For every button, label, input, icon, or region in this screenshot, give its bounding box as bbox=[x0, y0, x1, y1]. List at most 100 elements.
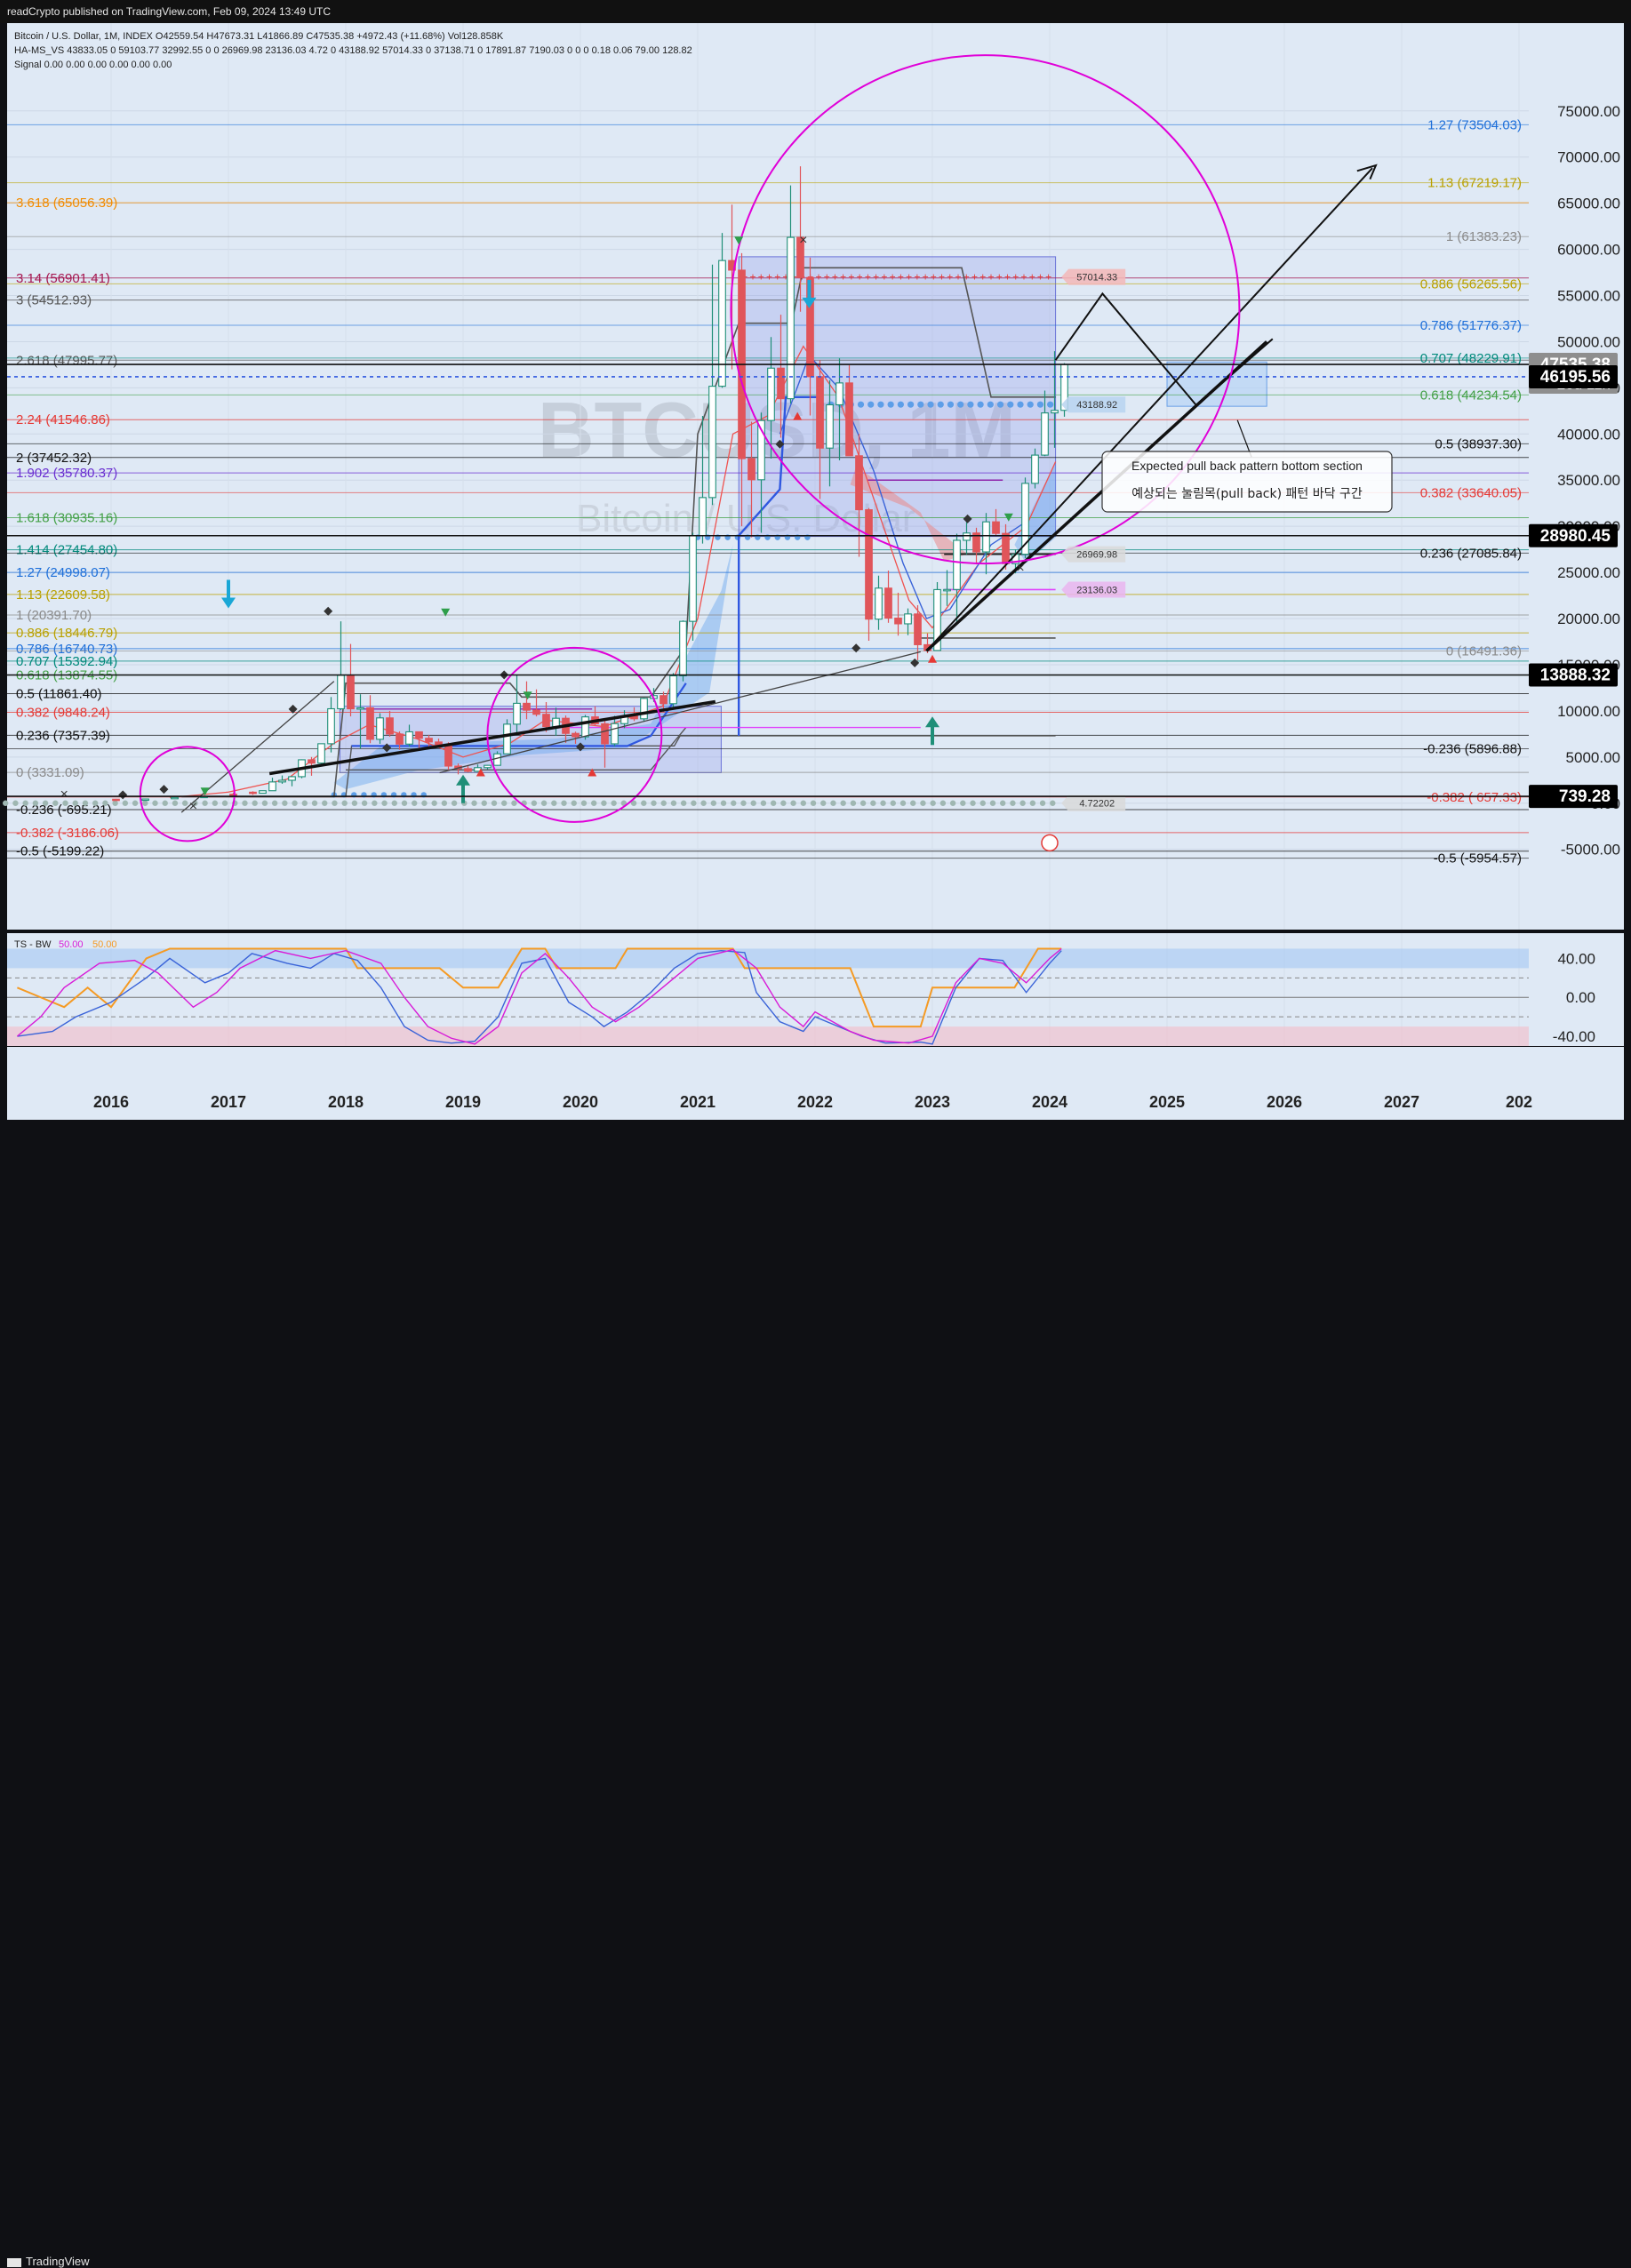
support-dot bbox=[830, 800, 836, 806]
resistance-cross: + bbox=[898, 271, 904, 284]
candle-body bbox=[249, 791, 257, 795]
candle-body bbox=[444, 744, 452, 767]
candle-body bbox=[933, 588, 941, 651]
triangle-marker bbox=[200, 787, 210, 796]
diamond-marker bbox=[159, 785, 169, 795]
resistance-cross: + bbox=[955, 271, 962, 284]
candle-body bbox=[572, 732, 580, 738]
support-dot bbox=[540, 800, 548, 806]
candle-body bbox=[1041, 412, 1049, 456]
support-dot bbox=[372, 800, 378, 806]
candle bbox=[1051, 351, 1059, 448]
candle-body bbox=[953, 539, 961, 590]
support-dot bbox=[800, 800, 806, 806]
highlight-circle bbox=[730, 54, 1241, 565]
candle-body bbox=[845, 382, 853, 457]
oscillator-axis bbox=[1529, 933, 1624, 1046]
fib-label-left: 3.618 (65056.39) bbox=[16, 196, 117, 211]
support-dot bbox=[887, 401, 894, 408]
support-dot bbox=[810, 800, 817, 806]
legend-row: Bitcoin / U.S. Dollar, 1M, INDEX O42559.… bbox=[14, 31, 504, 42]
candle-body bbox=[943, 588, 951, 592]
fib-label-left: -0.5 (-5199.22) bbox=[16, 844, 104, 859]
candle bbox=[796, 166, 804, 312]
candle bbox=[376, 713, 384, 744]
candle-body bbox=[972, 532, 980, 553]
support-dot bbox=[22, 800, 28, 806]
event-icon bbox=[1041, 834, 1059, 852]
support-dot bbox=[381, 800, 388, 806]
candle-body bbox=[513, 702, 521, 725]
y-tick-label: 50000.00 bbox=[1557, 333, 1620, 350]
x-tick-label: 2026 bbox=[1267, 1093, 1302, 1111]
candle-body bbox=[493, 753, 501, 766]
y-tick-label: 20000.00 bbox=[1557, 611, 1620, 627]
support-dot bbox=[857, 401, 865, 408]
candle bbox=[845, 365, 853, 457]
osc-y-tick-label: -40.00 bbox=[1553, 1028, 1595, 1045]
candle bbox=[513, 675, 521, 735]
x-tick-label: 2018 bbox=[328, 1093, 364, 1111]
fib-label-left: 1.27 (24998.07) bbox=[16, 565, 110, 580]
diamond-marker bbox=[118, 790, 128, 800]
signal-arrow-up bbox=[456, 774, 470, 786]
fib-label-left: -0.382 (-3186.06) bbox=[16, 826, 119, 841]
candle-body bbox=[405, 731, 413, 745]
long-trendline bbox=[268, 699, 716, 776]
resistance-cross: + bbox=[1045, 271, 1051, 284]
candle bbox=[249, 791, 257, 795]
candle-body bbox=[884, 587, 892, 619]
fib-label-left: 0 (3331.09) bbox=[16, 765, 84, 780]
diamond-marker bbox=[576, 742, 585, 752]
support-dot bbox=[1000, 800, 1006, 806]
support-dot bbox=[1036, 401, 1044, 408]
tradingview-logo: TradingView bbox=[7, 2255, 90, 2268]
candle bbox=[259, 790, 267, 795]
resistance-cross: + bbox=[890, 271, 896, 284]
support-dot bbox=[132, 800, 139, 806]
support-dot bbox=[181, 800, 188, 806]
candle bbox=[777, 315, 785, 438]
resistance-cross: + bbox=[947, 271, 953, 284]
candle-body bbox=[415, 731, 423, 739]
candle-body bbox=[542, 714, 550, 728]
value-tag: 57014.33 bbox=[1061, 268, 1126, 285]
support-dot bbox=[601, 800, 607, 806]
value-tag: 26969.98 bbox=[1061, 546, 1126, 563]
annotation-frame bbox=[1101, 451, 1393, 513]
candle-body bbox=[532, 709, 540, 715]
candle-body bbox=[347, 675, 355, 710]
candle-body bbox=[1021, 483, 1029, 555]
support-dot bbox=[112, 800, 118, 806]
legend-row: HA-MS_VS 43833.05 0 59103.77 32992.55 0 … bbox=[14, 45, 692, 56]
candle-body bbox=[308, 759, 316, 764]
value-tag-bg bbox=[1061, 268, 1126, 285]
pullback-zone-box bbox=[1166, 361, 1267, 407]
trend-step-line bbox=[346, 727, 687, 771]
candle bbox=[542, 702, 550, 732]
candle bbox=[484, 764, 492, 770]
support-dot bbox=[511, 800, 517, 806]
support-dot bbox=[840, 800, 846, 806]
candle bbox=[748, 421, 756, 538]
candle-body bbox=[835, 382, 843, 406]
resistance-cross: + bbox=[987, 271, 994, 284]
support-dot bbox=[42, 800, 49, 806]
osc-lower-band bbox=[7, 1026, 1529, 1046]
support-dot bbox=[531, 800, 538, 806]
value-tag: 4.72202 bbox=[1061, 795, 1126, 811]
resistance-cross: + bbox=[840, 271, 846, 284]
fib-label-left: 1.414 (27454.80) bbox=[16, 543, 117, 558]
candle bbox=[268, 778, 276, 792]
candle-body bbox=[1002, 532, 1010, 564]
tradingview-icon bbox=[7, 2257, 21, 2267]
candle bbox=[229, 792, 237, 796]
support-dot bbox=[122, 800, 129, 806]
candle bbox=[914, 604, 922, 660]
support-dot bbox=[899, 800, 907, 806]
support-dot bbox=[760, 800, 767, 806]
support-dot bbox=[1039, 800, 1046, 806]
annotation-text-ko: 예상되는 눌림목(pull back) 패턴 바닥 구간 bbox=[1131, 487, 1363, 501]
support-dot bbox=[361, 800, 368, 806]
